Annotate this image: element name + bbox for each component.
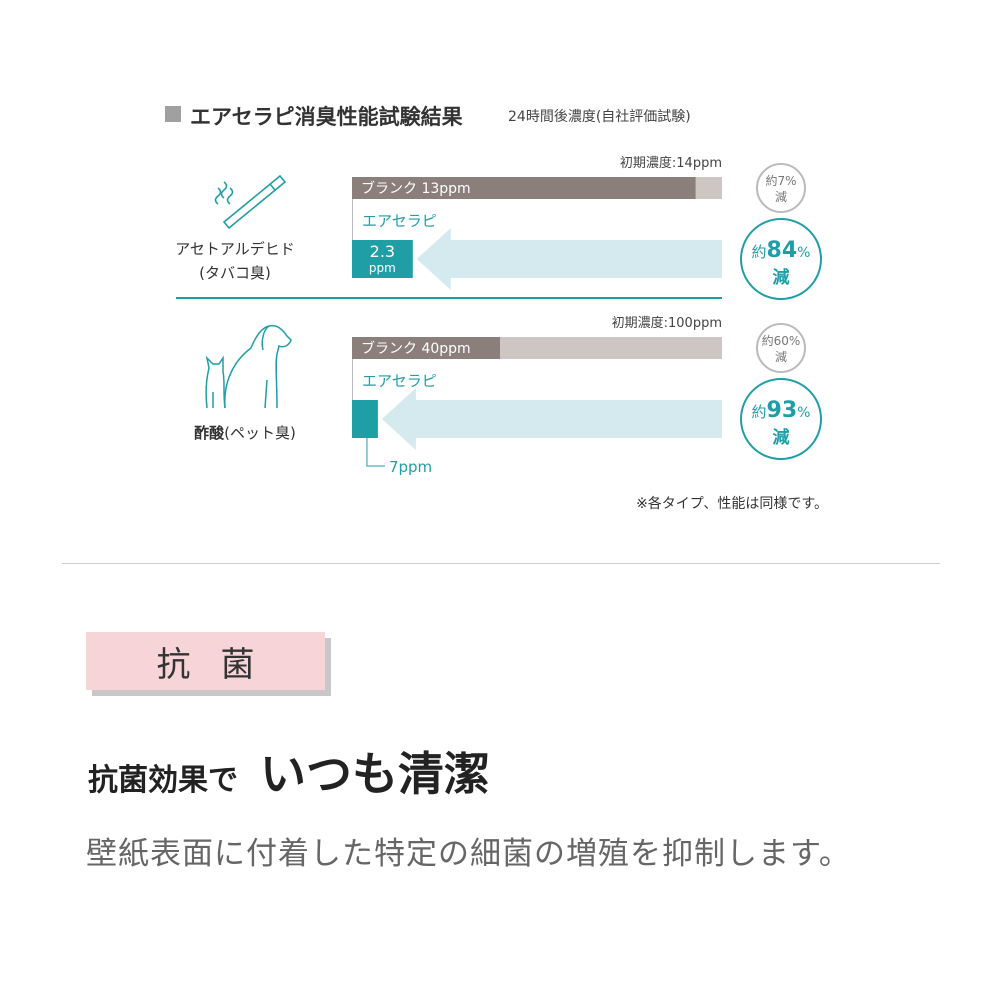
initial-concentration-label: 初期濃度:14ppm [620,155,722,171]
blank-reduction-value: 約60% [762,333,801,348]
footnote: ※各タイプ、性能は同様です。 [636,496,828,512]
product-unit-label: ppm [369,261,396,275]
product-reduction-badge [740,378,822,460]
product-reduction-percent: % [797,405,810,421]
product-leader-line [366,418,385,467]
title-square-icon [165,106,181,122]
product-reduction-prefix: 約 [752,243,767,261]
product-reduction-prefix: 約 [752,403,767,421]
initial-concentration-label: 初期濃度:100ppm [612,315,722,331]
product-bar [352,400,378,438]
headline: 抗菌効果で いつも清潔 [88,738,490,804]
group-1-sub: (タバコ臭) [199,264,271,282]
product-reduction-suffix: 減 [773,427,790,448]
blank-bar [352,177,696,199]
product-bar [352,240,413,278]
product-value-label: 2.3 [370,242,395,261]
chart-subtitle: 24時間後濃度(自社評価試験) [508,109,691,125]
product-reduction-text: 約84% [752,238,811,263]
product-reduction-value: 93 [767,398,798,423]
product-reduction-value: 84 [767,238,798,263]
section-body: 壁紙表面に付着した特定の細菌の増殖を抑制します。 [86,836,851,872]
reduction-arrow [416,228,722,290]
group-2-name-line: 酢酸(ペット臭) [155,422,335,443]
headline-big: いつも清潔 [260,747,490,801]
blank-reduction-value: 約7% [765,173,796,188]
product-name: エアセラピ [362,212,437,230]
blank-reduction-text: 約60% [762,333,801,348]
pet-dog-cat-icon [205,324,292,409]
blank-bar-label: ブランク 13ppm [361,180,471,197]
section-tag: 抗菌 [86,632,325,690]
blank-reduction-suffix: 減 [775,189,787,204]
headline-small: 抗菌効果で [88,763,238,798]
blank-reduction-badge [756,323,806,373]
product-reduction-percent: % [797,245,810,261]
group-2-name: 酢酸 [194,424,225,442]
chart-title: エアセラピ消臭性能試験結果 [190,105,463,129]
product-value-label: 7ppm [389,458,432,476]
product-reduction-suffix: 減 [773,267,790,288]
section-divider [62,563,940,564]
blank-reduction-suffix: 減 [775,349,787,364]
product-reduction-badge [740,218,822,300]
blank-bar-label: ブランク 40ppm [361,340,471,357]
group-2-sub: (ペット臭) [224,424,296,442]
product-name: エアセラピ [362,372,437,390]
cigarette-icon [214,174,287,230]
blank-reduction-text: 約7% [765,173,796,188]
reduction-arrow [381,388,722,450]
blank-reduction-badge [756,163,806,213]
blank-bar [352,337,500,359]
group-1-name: アセトアルデヒド [175,240,295,258]
product-reduction-text: 約93% [752,398,811,423]
